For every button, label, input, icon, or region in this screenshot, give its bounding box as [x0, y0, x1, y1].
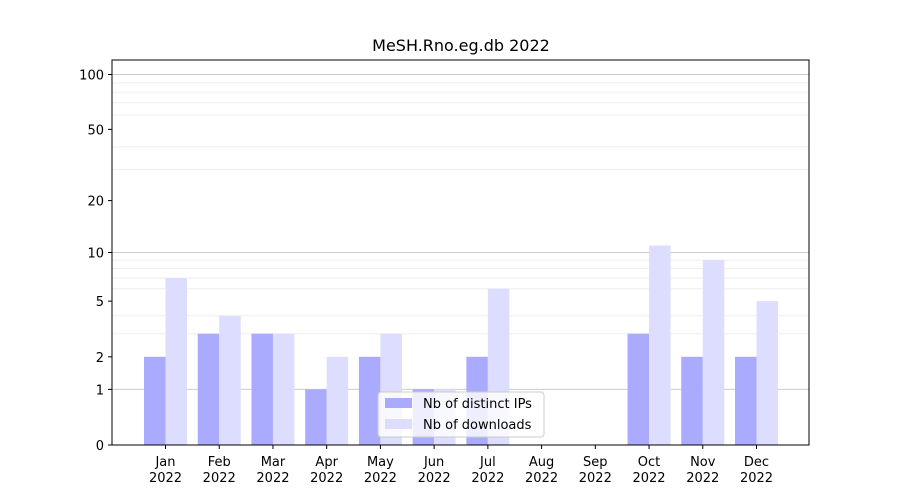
- bar-distinct-ips: [627, 333, 650, 445]
- x-tick-label-year: 2022: [632, 471, 665, 486]
- bar-distinct-ips: [251, 333, 273, 445]
- bar-downloads: [219, 315, 241, 445]
- bar-downloads: [702, 260, 725, 445]
- x-tick-label-month: Sep: [583, 455, 608, 470]
- x-tick-label-month: Jul: [479, 455, 496, 470]
- x-tick-label-year: 2022: [471, 471, 504, 486]
- x-tick-label-month: Apr: [315, 455, 338, 470]
- x-tick-label-year: 2022: [525, 471, 558, 486]
- y-tick-label: 100: [79, 69, 104, 84]
- bar-distinct-ips: [735, 356, 757, 445]
- bar-distinct-ips: [144, 356, 166, 445]
- x-tick-label-month: Oct: [638, 455, 660, 470]
- legend-box: [377, 391, 545, 438]
- bar-downloads: [165, 278, 187, 445]
- x-tick-label-year: 2022: [256, 471, 289, 486]
- x-axis: Jan2022Feb2022Mar2022Apr2022May2022Jun20…: [149, 445, 773, 486]
- y-tick-label: 5: [96, 295, 104, 310]
- legend: Nb of distinct IPs Nb of downloads: [377, 391, 545, 438]
- x-tick-label-month: May: [367, 455, 394, 470]
- x-tick-label-year: 2022: [364, 471, 397, 486]
- bar-downloads: [326, 356, 349, 445]
- bar-distinct-ips: [197, 333, 220, 445]
- bar-distinct-ips: [681, 356, 703, 445]
- y-tick-label: 0: [96, 439, 104, 454]
- x-tick-label-year: 2022: [686, 471, 719, 486]
- bar-distinct-ips: [305, 389, 327, 445]
- chart-title: MeSH.Rno.eg.db 2022: [372, 36, 550, 55]
- x-tick-label-year: 2022: [740, 471, 773, 486]
- y-tick-label: 2: [96, 351, 104, 366]
- y-tick-label: 1: [96, 383, 104, 398]
- y-tick-label: 10: [87, 247, 104, 262]
- legend-swatch-downloads: [385, 419, 412, 429]
- x-tick-label-month: Feb: [208, 455, 231, 470]
- x-tick-label-year: 2022: [579, 471, 612, 486]
- x-tick-label-month: Mar: [261, 455, 286, 470]
- x-tick-label-year: 2022: [310, 471, 343, 486]
- x-tick-label-month: Nov: [690, 455, 716, 470]
- x-tick-label-year: 2022: [203, 471, 236, 486]
- legend-label-downloads: Nb of downloads: [423, 418, 532, 433]
- x-tick-label-month: Jan: [154, 455, 175, 470]
- x-tick-label-year: 2022: [149, 471, 182, 486]
- x-tick-label-month: Aug: [529, 455, 554, 470]
- bar-downloads: [756, 301, 778, 445]
- bar-downloads: [649, 245, 671, 445]
- y-tick-label: 50: [87, 123, 104, 138]
- x-tick-label-month: Jun: [423, 455, 444, 470]
- bar-downloads: [272, 333, 295, 445]
- legend-swatch-distinct-ips: [385, 398, 412, 408]
- x-tick-label-month: Dec: [744, 455, 769, 470]
- y-tick-label: 20: [87, 195, 104, 210]
- x-tick-label-year: 2022: [418, 471, 451, 486]
- y-axis: 0 1 2 5 10 20 50 100: [79, 69, 112, 454]
- legend-label-distinct-ips: Nb of distinct IPs: [423, 397, 532, 412]
- bar-distinct-ips: [358, 356, 381, 445]
